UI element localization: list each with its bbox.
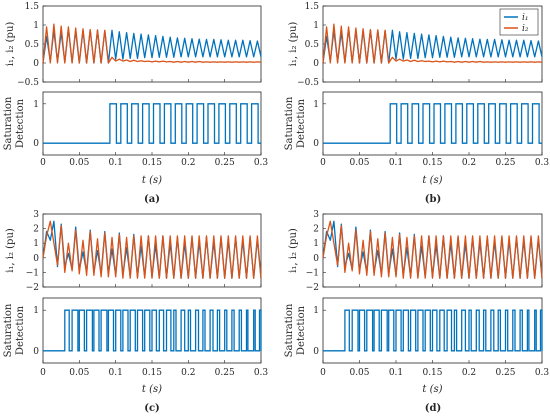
detection-ylabel-line1: Saturation <box>3 96 14 150</box>
xtick-label: 0.1 <box>389 368 403 378</box>
xtick-label: 0.15 <box>422 158 442 168</box>
current-ytick-label: 1 <box>33 239 39 249</box>
current-ytick-label: 2 <box>313 225 319 235</box>
current-ytick-label: −1 <box>26 268 39 278</box>
current-ytick-label: −0.5 <box>297 78 319 88</box>
current-ytick-label: 1.5 <box>25 2 40 12</box>
series-i2-line <box>322 23 543 64</box>
xtick-label: 0.2 <box>181 368 195 378</box>
detection-axes-frame <box>322 91 543 156</box>
current-ytick-label: 0.5 <box>305 40 320 50</box>
detection-ytick-label: 1 <box>313 306 319 316</box>
detection-ytick-label: 1 <box>313 100 319 110</box>
xtick-label: 0.2 <box>181 158 195 168</box>
current-ytick-label: 2 <box>33 225 39 235</box>
current-ytick-label: 1 <box>33 21 39 31</box>
current-ytick-label: 0 <box>33 254 39 264</box>
xtick-label: 0.25 <box>215 368 235 378</box>
current-ytick-label: −2 <box>26 283 39 293</box>
current-ytick-label: 3 <box>313 210 319 220</box>
detection-signal-line <box>323 309 543 352</box>
current-ylabel: i₁, i₂ (pu) <box>288 22 299 67</box>
detection-ytick-label: 0 <box>313 139 319 149</box>
detection-ytick-label: 0 <box>313 347 319 357</box>
xtick-label: 0 <box>320 158 326 168</box>
current-ytick-label: 3 <box>33 210 39 220</box>
xtick-label: 0.05 <box>349 158 369 168</box>
xtick-label: 0.1 <box>109 368 123 378</box>
detection-ylabel-line2: Detection <box>15 98 26 148</box>
detection-ylabel-line1: Saturation <box>284 96 295 150</box>
current-axes-frame <box>42 5 262 83</box>
detection-ytick-label: 1 <box>33 100 39 110</box>
detection-ylabel-line2: Detection <box>296 305 307 355</box>
current-ytick-label: 1.5 <box>305 2 320 12</box>
detection-signal-line <box>43 309 262 352</box>
xtick-label: 0.1 <box>389 158 403 168</box>
xtick-label: 0 <box>40 368 46 378</box>
detection-signal-line <box>43 103 261 144</box>
detection-axes-frame <box>42 91 262 156</box>
xtick-label: 0.25 <box>495 158 515 168</box>
current-ytick-label: −2 <box>306 283 319 293</box>
legend-box <box>499 8 539 36</box>
xtick-label: 0.15 <box>142 368 162 378</box>
detection-ylabel-line2: Detection <box>296 98 307 148</box>
xlabel: t (s) <box>142 384 162 395</box>
detection-signal-line <box>323 103 542 144</box>
panel-c: −2 −1 0 1 2 3 i₁, i₂ (pu) 0 1 0 0.05 0.1 0.15 0.2 0.25… <box>3 210 268 414</box>
xtick-label: 0.05 <box>69 158 89 168</box>
series-i2-line <box>42 23 262 64</box>
panel-caption: (d) <box>425 403 441 414</box>
current-ytick-label: −1 <box>306 268 319 278</box>
xtick-label: 0.2 <box>462 368 476 378</box>
current-ytick-label: −0.5 <box>17 78 39 88</box>
current-ytick-label: 0 <box>33 59 39 69</box>
detection-ytick-label: 0 <box>33 347 39 357</box>
current-ylabel: i₁, i₂ (pu) <box>5 228 16 273</box>
current-ytick-label: 1 <box>313 21 319 31</box>
xtick-label: 0 <box>40 158 46 168</box>
xtick-label: 0 <box>320 368 326 378</box>
panel-caption: (c) <box>144 403 160 414</box>
xtick-label: 0.15 <box>142 158 162 168</box>
xtick-label: 0.3 <box>254 368 269 378</box>
legend-label-i1: i₁ <box>522 13 529 23</box>
panel-a: −0.5 0 0.5 1 1.5 i₁, i₂ (pu) 0 1 0 0.05 0.1 0.15 0.2… <box>3 2 268 205</box>
xtick-label: 0.25 <box>495 368 515 378</box>
xlabel: t (s) <box>422 384 442 395</box>
xtick-label: 0.1 <box>109 158 123 168</box>
xlabel: t (s) <box>422 175 442 186</box>
detection-ylabel-line1: Saturation <box>3 303 14 357</box>
current-ytick-label: 0 <box>313 254 319 264</box>
detection-ytick-label: 0 <box>33 139 39 149</box>
current-ytick-label: 0.5 <box>25 40 40 50</box>
panel-caption: (b) <box>425 194 441 205</box>
series-i2-line <box>322 220 543 279</box>
detection-ytick-label: 1 <box>33 306 39 316</box>
current-ylabel: i₁, i₂ (pu) <box>5 22 16 67</box>
detection-ylabel-line2: Detection <box>15 305 26 355</box>
legend-label-i2: i₂ <box>522 24 529 34</box>
current-ylabel: i₁, i₂ (pu) <box>288 228 299 273</box>
xtick-label: 0.05 <box>69 368 89 378</box>
xtick-label: 0.3 <box>535 158 550 168</box>
series-i2-line <box>42 220 262 279</box>
current-ytick-label: 0 <box>313 59 319 69</box>
xlabel: t (s) <box>142 175 162 186</box>
panel-caption: (a) <box>144 194 160 205</box>
panel-d: −2 −1 0 1 2 3 i₁, i₂ (pu) 0 1 0 0.05 0.1 0.15 0.2 0.25… <box>284 210 549 414</box>
xtick-label: 0.2 <box>462 158 476 168</box>
xtick-label: 0.3 <box>254 158 269 168</box>
xtick-label: 0.15 <box>422 368 442 378</box>
xtick-label: 0.3 <box>535 368 550 378</box>
xtick-label: 0.05 <box>349 368 369 378</box>
detection-ylabel-line1: Saturation <box>284 303 295 357</box>
current-ytick-label: 1 <box>313 239 319 249</box>
xtick-label: 0.25 <box>215 158 235 168</box>
